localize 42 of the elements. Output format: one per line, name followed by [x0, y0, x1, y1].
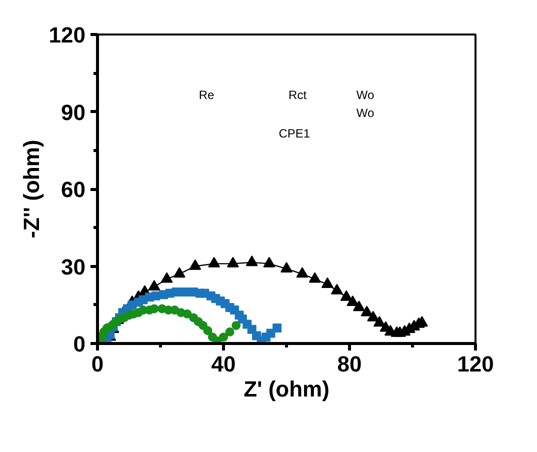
point	[263, 256, 276, 268]
annotation: Rct	[288, 88, 308, 102]
annotation: CPE1	[278, 126, 310, 141]
point	[330, 284, 343, 294]
point	[246, 256, 258, 266]
point	[346, 295, 359, 306]
point	[308, 272, 321, 283]
x-tick-label: 80	[337, 352, 362, 376]
y-tick-label: 60	[61, 177, 86, 202]
point	[189, 259, 202, 270]
annotation: Wo	[356, 88, 374, 102]
y-tick-label: 0	[73, 332, 86, 356]
point	[360, 306, 373, 316]
point	[232, 320, 241, 330]
y-tick-label: 30	[61, 254, 86, 280]
point	[160, 272, 173, 283]
point	[373, 316, 386, 327]
x-tick-label: 0	[91, 352, 104, 376]
point	[272, 324, 282, 333]
x-tick-label: 120	[457, 352, 494, 376]
point	[182, 309, 192, 318]
point	[150, 304, 159, 314]
point	[367, 310, 380, 322]
point	[340, 290, 352, 301]
point	[173, 267, 186, 278]
x-tick-label: 40	[211, 352, 236, 376]
point	[226, 256, 239, 268]
point	[296, 267, 308, 278]
annotation: Wo	[356, 106, 374, 120]
point	[352, 300, 365, 312]
point	[219, 332, 228, 342]
y-axis-title: -Z'' (ohm)	[18, 140, 44, 238]
point	[203, 326, 212, 336]
point	[148, 280, 160, 291]
y-tick-label: 90	[61, 100, 86, 125]
point	[225, 327, 234, 336]
annotation: Re	[198, 88, 214, 102]
y-tick-label: 120	[48, 22, 86, 48]
x-axis-title: Z' (ohm)	[244, 376, 330, 402]
point	[280, 262, 292, 272]
point	[208, 256, 220, 268]
point	[321, 277, 334, 288]
